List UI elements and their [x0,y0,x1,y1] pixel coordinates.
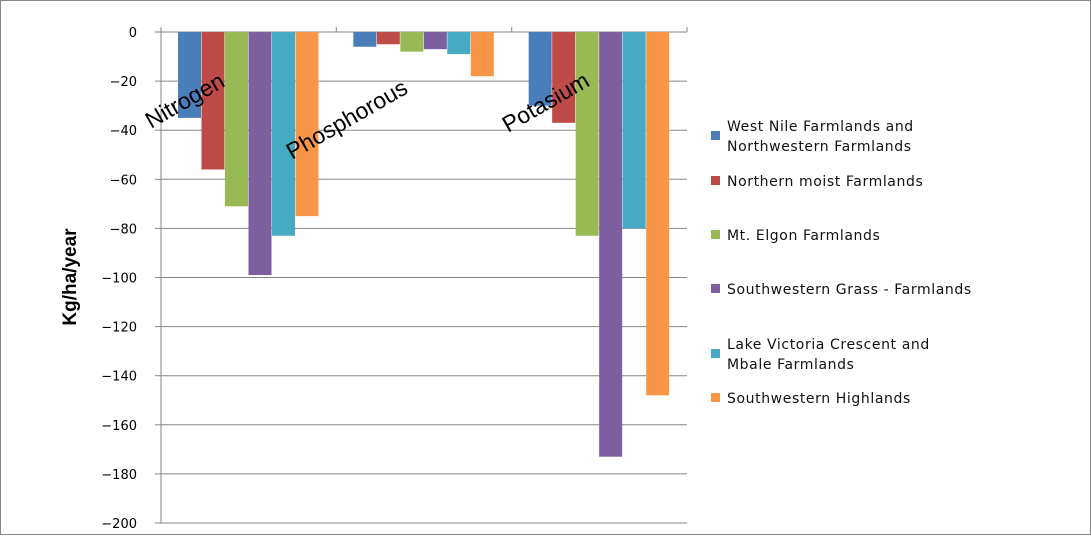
legend-label: West Nile Farmlands and [727,119,914,135]
y-tick-label: 0 [129,26,137,41]
legend-label: Southwestern Grass - Farmlands [727,282,972,298]
y-tick-label: −160 [101,419,137,434]
bar [470,32,494,77]
legend-label: Mt. Elgon Farmlands [727,228,880,244]
bar [225,32,248,207]
y-tick-label: −120 [101,321,137,336]
y-tick-label: −100 [101,272,137,287]
y-axis-label: Kg/ha/year [60,228,81,326]
legend-label: Lake Victoria Crescent and [727,337,930,353]
bar [447,32,471,55]
bar [201,32,225,170]
bar [353,32,377,47]
bar [376,32,400,45]
axes [160,27,688,523]
legend-swatch [711,230,720,239]
legend-swatch [711,393,720,402]
bars [178,32,670,457]
bar [272,32,295,236]
bar [552,32,576,123]
bar [178,32,201,118]
bar [295,32,319,217]
y-tick-label: −80 [110,222,137,237]
bar [423,32,447,50]
bar [400,32,424,52]
y-tick-label: −140 [101,370,137,385]
bar [528,32,552,106]
y-tick-label: −180 [101,468,137,483]
y-tick-labels: 0 −20 −40 −60 −80 −100 −120 −140 −160 −180 −200 [101,26,137,532]
bar [248,32,272,276]
legend-label: Southwestern Highlands [727,391,911,407]
y-tick-label: −60 [110,173,137,188]
legend: West Nile Farmlands and Northwestern Farm… [711,119,972,407]
y-tick-label: −20 [110,75,137,90]
y-tick-label: −200 [101,517,137,532]
legend-swatch [711,131,720,140]
legend-swatch [711,284,720,293]
legend-label: Northern moist Farmlands [727,174,923,190]
y-tick-label: −40 [110,124,137,139]
bar [575,32,599,236]
bar [622,32,646,229]
bar [646,32,670,396]
legend-swatch [711,349,720,358]
legend-swatch [711,176,720,185]
legend-label: Northwestern Farmlands [727,139,912,155]
bar [599,32,623,457]
legend-label: Mbale Farmlands [727,357,855,373]
